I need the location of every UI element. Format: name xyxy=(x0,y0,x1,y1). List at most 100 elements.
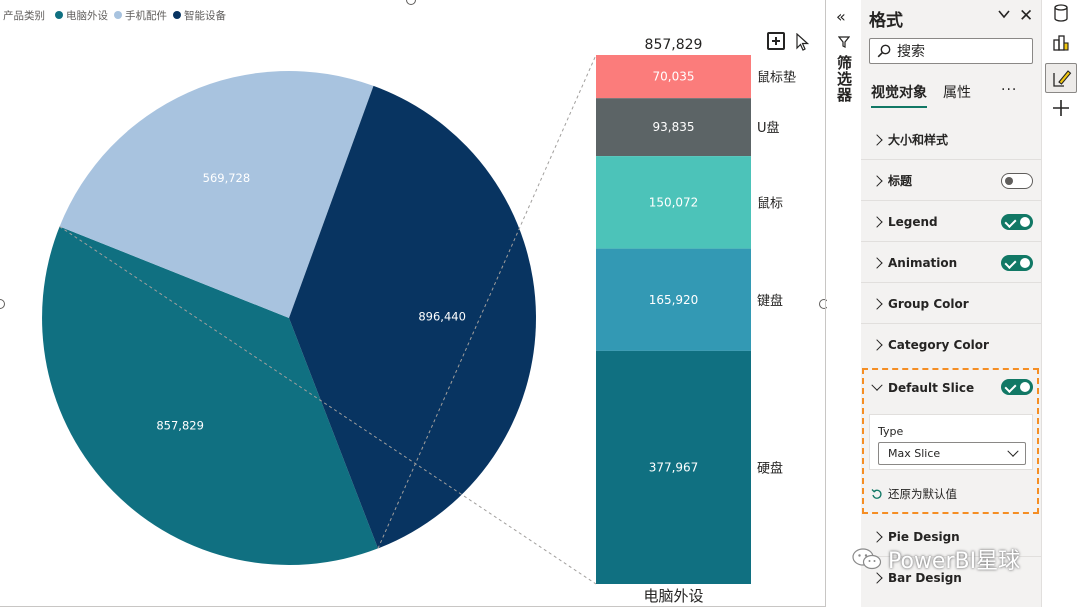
chevron-down-icon xyxy=(871,379,883,391)
bar-category-label: 键盘 xyxy=(757,293,783,309)
section-label: Pie Design xyxy=(888,529,960,544)
plus-icon[interactable] xyxy=(1051,98,1071,118)
pie-bar-chart[interactable]: 857,829 569,728 896,440 70,035 鼠标垫 93,835 U盘 15… xyxy=(0,0,826,607)
legend-item-smart-devices[interactable]: 智能设备 xyxy=(173,8,226,23)
chevron-right-icon xyxy=(871,174,883,187)
section-label: 大小和样式 xyxy=(888,133,949,147)
double-chevron-left-icon[interactable]: « xyxy=(836,7,846,26)
section-category-color[interactable]: Category Color xyxy=(861,324,1041,365)
legend-item-peripherals[interactable]: 电脑外设 xyxy=(55,8,108,23)
filter-pane-label[interactable]: 筛选器 xyxy=(835,55,853,103)
divider xyxy=(861,200,1041,201)
report-canvas[interactable]: 产品类别 电脑外设 手机配件 智能设备 857,829 569,728 896,44… xyxy=(0,0,829,607)
section-group-color[interactable]: Group Color xyxy=(861,283,1041,324)
wechat-logo-icon xyxy=(852,548,882,570)
paintbrush-icon xyxy=(1053,70,1072,87)
divider xyxy=(861,282,1041,283)
bar-segment[interactable] xyxy=(596,248,751,351)
chevron-right-icon xyxy=(871,530,883,543)
chevron-down-icon xyxy=(1007,445,1019,457)
search-icon xyxy=(877,44,891,58)
chevron-right-icon xyxy=(871,256,883,269)
database-icon[interactable] xyxy=(1051,3,1071,23)
section-size-style[interactable]: 大小和样式 xyxy=(861,119,1041,160)
pie-data-label: 857,829 xyxy=(156,419,204,433)
funnel-icon xyxy=(838,36,850,48)
bar-segment[interactable] xyxy=(596,156,751,249)
default-slice-toggle[interactable] xyxy=(1001,379,1033,395)
title-toggle[interactable] xyxy=(1001,173,1033,189)
bar-category-label: U盘 xyxy=(757,120,780,136)
section-label: Group Color xyxy=(888,296,969,311)
chevron-right-icon xyxy=(871,338,883,351)
legend-dot xyxy=(114,11,122,19)
divider xyxy=(861,323,1041,324)
chevron-down-icon[interactable] xyxy=(997,7,1011,21)
chevron-right-icon xyxy=(871,133,883,146)
default-slice-section: Default Slice Type Max Slice 还原为默认值 xyxy=(862,368,1039,514)
legend-title: 产品类别 xyxy=(3,9,45,22)
close-icon[interactable]: ✕ xyxy=(1019,6,1034,26)
bar-segment[interactable] xyxy=(596,98,751,157)
cursor-icon xyxy=(796,33,809,51)
legend-dot xyxy=(173,11,181,19)
pie-slice[interactable] xyxy=(59,71,374,318)
section-legend[interactable]: Legend xyxy=(861,201,1041,242)
section-animation[interactable]: Animation xyxy=(861,242,1041,283)
animation-toggle[interactable] xyxy=(1001,255,1033,271)
tab-general[interactable]: 属性 xyxy=(943,85,971,101)
bar-data-label: 70,035 xyxy=(653,70,695,84)
section-pie-design[interactable]: Pie Design xyxy=(861,516,1041,557)
chart-legend: 产品类别 电脑外设 手机配件 智能设备 xyxy=(3,8,232,22)
legend-label: 手机配件 xyxy=(125,9,167,22)
filter-pane-collapsed[interactable]: « 筛选器 xyxy=(827,0,862,607)
reset-default-link[interactable]: 还原为默认值 xyxy=(871,486,957,502)
chevron-right-icon xyxy=(871,215,883,228)
bar-segment[interactable] xyxy=(596,55,751,99)
divider xyxy=(861,241,1041,242)
section-label: Bar Design xyxy=(888,570,962,585)
divider xyxy=(861,556,1041,557)
build-visual-icon[interactable] xyxy=(1051,33,1071,53)
watermark-text: PowerBI星球 xyxy=(888,549,1021,574)
pie-data-label: 569,728 xyxy=(203,171,251,185)
bar-category-label: 硬盘 xyxy=(757,460,783,476)
type-card: Type Max Slice xyxy=(869,414,1033,470)
type-label: Type xyxy=(878,425,904,438)
section-label: Legend xyxy=(888,214,938,229)
bar-category-label: 鼠标垫 xyxy=(757,70,796,86)
bar-category-label: 鼠标 xyxy=(757,196,783,211)
more-options-icon[interactable]: ··· xyxy=(1001,82,1018,98)
focus-mode-icon[interactable] xyxy=(767,32,785,50)
type-select-value: Max Slice xyxy=(888,447,941,460)
section-title[interactable]: 标题 xyxy=(861,160,1041,201)
tab-visual[interactable]: 视觉对象 xyxy=(871,82,927,108)
pane-title: 格式 xyxy=(869,11,903,31)
bar-data-label: 165,920 xyxy=(649,293,699,307)
pane-tabs: 视觉对象 属性 ··· xyxy=(871,82,1036,108)
bar-data-label: 150,072 xyxy=(649,195,699,209)
section-label: Animation xyxy=(888,255,958,270)
search-input[interactable]: 搜索 xyxy=(869,38,1033,64)
format-pane: 格式 ✕ 搜索 视觉对象 属性 ··· 大小和样式 标题 Legend Anim… xyxy=(861,0,1041,607)
undo-icon xyxy=(871,489,882,499)
legend-toggle[interactable] xyxy=(1001,214,1033,230)
section-bar-design[interactable]: Bar Design xyxy=(861,557,1041,598)
pie-slice[interactable] xyxy=(42,226,378,565)
type-select[interactable]: Max Slice xyxy=(878,442,1026,465)
default-slice-header[interactable]: Default Slice xyxy=(864,370,1037,406)
format-visual-tab[interactable] xyxy=(1045,63,1077,93)
section-label: Category Color xyxy=(888,337,989,352)
legend-item-phone-accessories[interactable]: 手机配件 xyxy=(114,8,167,23)
legend-label: 电脑外设 xyxy=(66,9,108,22)
pie-slice[interactable] xyxy=(289,85,536,549)
pie-data-label: 896,440 xyxy=(418,309,466,323)
pane-switcher xyxy=(1041,0,1080,607)
divider xyxy=(861,159,1041,160)
section-label: Default Slice xyxy=(888,381,975,395)
bar-data-label: 93,835 xyxy=(653,120,695,134)
legend-label: 智能设备 xyxy=(184,9,226,22)
bar-segment[interactable] xyxy=(596,350,751,584)
bar-axis-label: 电脑外设 xyxy=(643,587,703,605)
bar-total-label: 857,829 xyxy=(645,37,703,53)
